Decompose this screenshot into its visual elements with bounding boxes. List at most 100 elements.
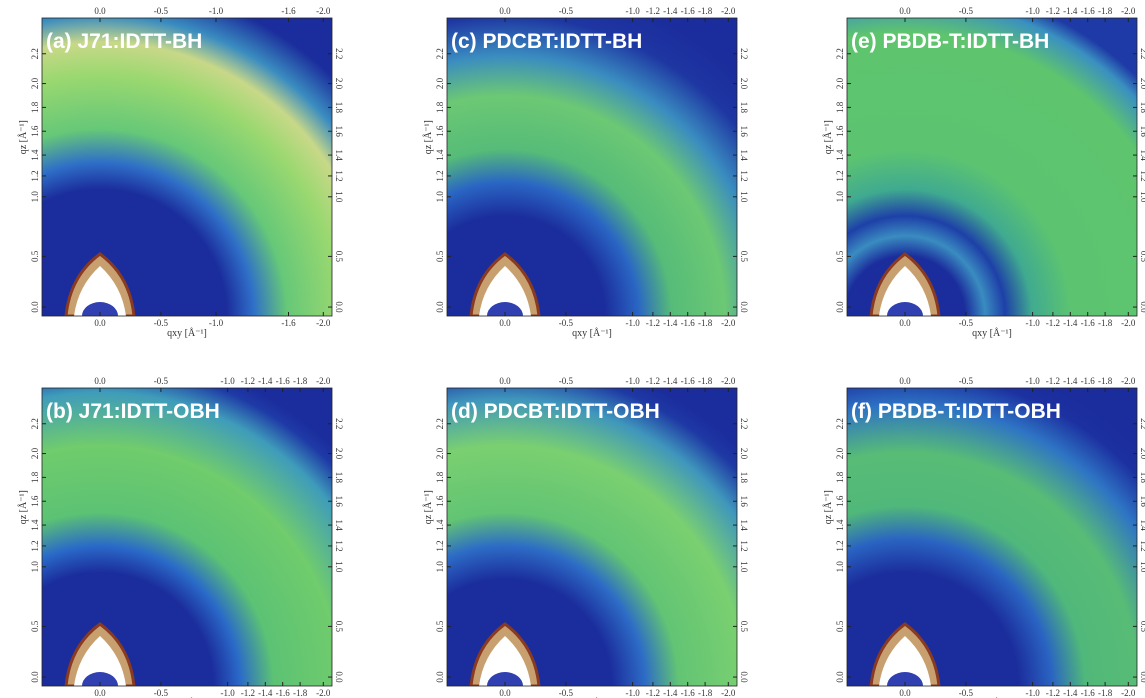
panel: (b) J71:IDTT-OBH0.0-0.5-1.0-1.2-1.4-1.6-… xyxy=(17,376,344,698)
scattering-image xyxy=(42,388,332,698)
bottom-tick-label: -1.8 xyxy=(698,688,713,698)
right-tick-label: 2.0 xyxy=(739,448,749,460)
right-tick-label: 1.4 xyxy=(739,519,749,531)
bottom-tick-label: -0.5 xyxy=(959,318,974,328)
right-tick-label: 0.5 xyxy=(1139,621,1145,633)
panel-label: (f) PBDB-T:IDTT-OBH xyxy=(851,400,1061,423)
left-tick-label: 1.2 xyxy=(435,170,445,181)
top-tick-label: -1.6 xyxy=(276,376,291,386)
bottom-tick-label: -0.5 xyxy=(959,688,974,698)
bottom-tick-label: -1.6 xyxy=(276,688,291,698)
top-tick-label: -1.2 xyxy=(646,376,660,386)
right-tick-label: 2.0 xyxy=(739,78,749,90)
right-tick-label: 0.0 xyxy=(334,671,344,683)
bottom-tick-label: -2.0 xyxy=(316,318,331,328)
left-tick-label: 1.2 xyxy=(835,540,845,551)
scattering-image xyxy=(447,18,737,330)
bottom-tick-label: -1.4 xyxy=(258,688,273,698)
panel: (d) PDCBT:IDTT-OBH0.0-0.5-1.0-1.2-1.4-1.… xyxy=(422,376,749,698)
top-tick-label: -1.0 xyxy=(220,376,235,386)
bottom-tick-label: 0.0 xyxy=(899,688,911,698)
left-tick-label: 0.5 xyxy=(30,620,40,632)
bottom-tick-label: -1.8 xyxy=(293,688,308,698)
bottom-tick-label: -1.0 xyxy=(209,318,224,328)
top-tick-label: -1.0 xyxy=(625,6,640,16)
left-tick-label: 1.2 xyxy=(435,540,445,551)
left-tick-label: 2.0 xyxy=(30,447,40,459)
top-tick-label: -0.5 xyxy=(154,6,169,16)
top-tick-label: 0.0 xyxy=(499,6,511,16)
right-tick-label: 0.0 xyxy=(1139,301,1145,313)
left-tick-label: 2.0 xyxy=(435,77,445,89)
left-tick-label: 1.0 xyxy=(835,191,845,203)
top-tick-label: 0.0 xyxy=(899,376,911,386)
y-axis-label: qz [Å⁻¹] xyxy=(422,120,434,154)
scattering-image xyxy=(447,388,737,698)
right-tick-label: 1.4 xyxy=(1139,519,1145,531)
left-tick-label: 0.5 xyxy=(835,620,845,632)
right-tick-label: 0.5 xyxy=(334,251,344,263)
left-tick-label: 1.8 xyxy=(835,471,845,483)
left-tick-label: 1.6 xyxy=(30,125,40,137)
top-tick-label: -1.6 xyxy=(1081,6,1096,16)
right-tick-label: 1.6 xyxy=(1139,126,1145,138)
page: (a) J71:IDTT-BH0.0-0.5-1.0-1.6-2.00.0-0.… xyxy=(0,0,1145,698)
bottom-tick-label: -0.5 xyxy=(154,688,169,698)
left-tick-label: 1.6 xyxy=(835,495,845,507)
left-tick-label: 1.4 xyxy=(435,149,445,161)
right-tick-label: 1.8 xyxy=(739,472,749,484)
left-tick-label: 1.4 xyxy=(835,149,845,161)
right-tick-label: 2.2 xyxy=(1139,418,1145,429)
left-tick-label: 1.0 xyxy=(30,191,40,203)
left-tick-label: 1.4 xyxy=(30,149,40,161)
left-tick-label: 1.4 xyxy=(835,519,845,531)
top-tick-label: -1.8 xyxy=(293,376,308,386)
right-tick-label: 0.5 xyxy=(739,251,749,263)
top-tick-label: -1.0 xyxy=(209,6,224,16)
left-tick-label: 2.2 xyxy=(30,48,40,59)
top-tick-label: -1.4 xyxy=(663,6,678,16)
right-tick-label: 1.8 xyxy=(1139,102,1145,114)
top-tick-label: -1.2 xyxy=(1046,376,1060,386)
right-tick-label: 0.0 xyxy=(739,671,749,683)
left-tick-label: 1.8 xyxy=(435,471,445,483)
bottom-tick-label: -1.2 xyxy=(1046,318,1060,328)
bottom-tick-label: -1.6 xyxy=(681,318,696,328)
panel-label: (b) J71:IDTT-OBH xyxy=(46,400,220,423)
right-tick-label: 1.6 xyxy=(334,126,344,138)
top-tick-label: -1.4 xyxy=(663,376,678,386)
left-tick-label: 1.0 xyxy=(435,191,445,203)
right-tick-label: 2.0 xyxy=(1139,448,1145,460)
x-axis-label: qxy [Å⁻¹] xyxy=(972,327,1012,339)
right-tick-label: 1.2 xyxy=(334,170,344,181)
bottom-tick-label: -1.6 xyxy=(1081,688,1096,698)
left-tick-label: 2.2 xyxy=(435,418,445,429)
bottom-tick-label: -0.5 xyxy=(559,688,574,698)
right-tick-label: 1.2 xyxy=(334,540,344,551)
top-tick-label: -0.5 xyxy=(959,376,974,386)
right-tick-label: 1.2 xyxy=(1139,540,1145,551)
top-tick-label: -1.2 xyxy=(241,376,255,386)
right-tick-label: 2.2 xyxy=(739,48,749,59)
right-tick-label: 1.8 xyxy=(334,472,344,484)
right-tick-label: 1.0 xyxy=(334,191,344,203)
top-tick-label: -0.5 xyxy=(154,376,169,386)
left-tick-label: 1.2 xyxy=(835,170,845,181)
x-axis-label: qxy [Å⁻¹] xyxy=(167,327,207,339)
bottom-tick-label: -1.2 xyxy=(646,318,660,328)
bottom-tick-label: -1.4 xyxy=(663,688,678,698)
bottom-tick-label: -1.0 xyxy=(220,688,235,698)
top-tick-label: 0.0 xyxy=(94,6,106,16)
left-tick-label: 1.0 xyxy=(435,561,445,573)
top-tick-label: -2.0 xyxy=(316,6,331,16)
right-tick-label: 2.2 xyxy=(1139,48,1145,59)
bottom-tick-label: 0.0 xyxy=(499,688,511,698)
left-tick-label: 0.5 xyxy=(435,620,445,632)
bottom-tick-label: -2.0 xyxy=(721,318,736,328)
bottom-tick-label: 0.0 xyxy=(499,318,511,328)
top-tick-label: -1.6 xyxy=(281,6,296,16)
bottom-tick-label: -2.0 xyxy=(721,688,736,698)
right-tick-label: 2.2 xyxy=(334,48,344,59)
bottom-tick-label: -1.0 xyxy=(1025,688,1040,698)
right-tick-label: 1.8 xyxy=(334,102,344,114)
